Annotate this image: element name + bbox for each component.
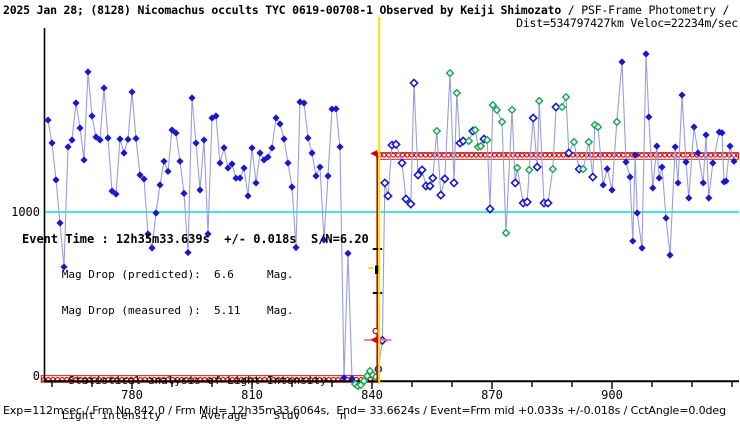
svg-text:840: 840	[361, 388, 383, 402]
svg-text:870: 870	[481, 388, 503, 402]
mag-drop-measured: Mag Drop (measured ): 5.11 Mag.	[22, 303, 294, 317]
page-title: 2025 Jan 28; (8128) Nicomachus occults T…	[3, 3, 729, 17]
distance-velocity-readout: Dist=534797427km Veloc=22234m/sec	[516, 16, 738, 30]
mag-drop-predicted: Mag Drop (predicted): 6.6 Mag.	[22, 268, 294, 282]
svg-text:0: 0	[33, 369, 40, 383]
svg-text:900: 900	[601, 388, 623, 402]
svg-text:1000: 1000	[11, 205, 40, 219]
title-photometry-method: / PSF-Frame Photometry /	[567, 3, 730, 17]
spacer-line	[22, 340, 360, 352]
stats-column-header: Light intensity Average Stdv n	[22, 408, 347, 422]
svg-text:810: 810	[241, 388, 263, 402]
statistics-block: Mag Drop (predicted): 6.6 Mag. Mag Drop …	[22, 246, 360, 425]
stats-heading: -Statistical analysis of Light Intensity…	[22, 373, 334, 387]
event-time-line: Event Time : 12h35m33.639s +/- 0.018s S/…	[22, 232, 369, 246]
svg-text:780: 780	[121, 388, 143, 402]
title-observation: 2025 Jan 28; (8128) Nicomachus occults T…	[3, 3, 568, 17]
status-bar: Exp=112msec / Frm No.842.0 / Frm Mid= 12…	[3, 404, 726, 417]
